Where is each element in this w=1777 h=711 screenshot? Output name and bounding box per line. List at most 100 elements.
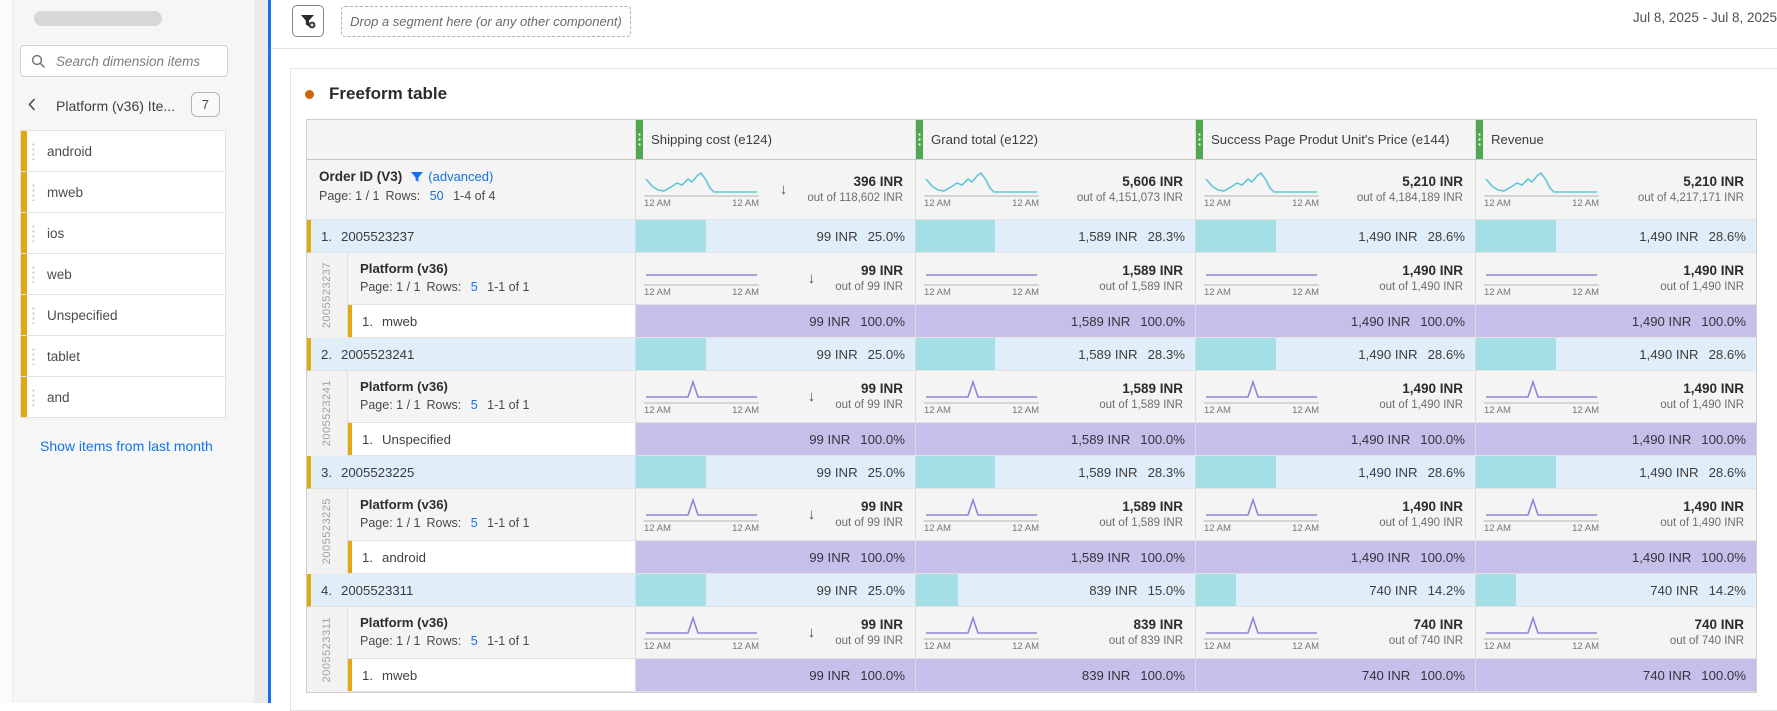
breakdown-metric-cell[interactable]: 1,490 INR 100.0%	[1196, 541, 1476, 573]
order-metric-cell[interactable]: 1,490 INR 28.6%	[1476, 456, 1756, 488]
drag-handle-icon[interactable]	[32, 224, 35, 242]
drag-handle-icon[interactable]	[32, 183, 35, 201]
panel-divider-accent[interactable]	[268, 0, 271, 703]
metric-summary-cell[interactable]: 12 AM 12 AM 1,490 INR out of 1,490 INR	[1196, 371, 1476, 422]
metric-summary-cell[interactable]: 12 AM 12 AM 839 INR out of 839 INR	[916, 607, 1196, 658]
drag-handle-icon[interactable]	[32, 142, 35, 160]
metric-summary-cell[interactable]: 12 AM 12 AM 740 INR out of 740 INR	[1476, 607, 1756, 658]
metric-summary-cell[interactable]: 12 AM 12 AM 1,490 INR out of 1,490 INR	[1476, 489, 1756, 540]
order-row[interactable]: 1. 2005523237 99 INR 25.0% 1,589 INR 28.…	[307, 220, 1756, 253]
order-metric-cell[interactable]: 740 INR 14.2%	[1196, 574, 1476, 606]
order-label-cell[interactable]: 1. 2005523237	[311, 220, 636, 252]
order-metric-cell[interactable]: 99 INR 25.0%	[636, 338, 916, 370]
order-metric-cell[interactable]: 740 INR 14.2%	[1476, 574, 1756, 606]
breakdown-metric-cell[interactable]: 839 INR 100.0%	[916, 659, 1196, 691]
advanced-filter-link[interactable]: (advanced)	[428, 169, 494, 184]
metric-summary-cell[interactable]: 12 AM 12 AM 1,490 INR out of 1,490 INR	[1196, 253, 1476, 304]
breakdown-metric-cell[interactable]: 1,490 INR 100.0%	[1476, 541, 1756, 573]
breakdown-item-row[interactable]: 1. Unspecified 99 INR 100.0% 1,589 INR 1…	[307, 423, 1756, 456]
order-metric-cell[interactable]: 1,490 INR 28.6%	[1196, 338, 1476, 370]
drag-handle-icon[interactable]	[32, 347, 35, 365]
drag-handle-icon[interactable]	[32, 265, 35, 283]
metric-column-header[interactable]: Revenue	[1476, 120, 1756, 159]
order-row[interactable]: 4. 2005523311 99 INR 25.0% 839 INR 15.0%…	[307, 574, 1756, 607]
rows-per-page-link[interactable]: 5	[470, 634, 478, 648]
breakdown-item-row[interactable]: 1. android 99 INR 100.0% 1,589 INR 100.0…	[307, 541, 1756, 574]
search-input[interactable]	[54, 52, 227, 70]
column-drag-handle[interactable]	[1476, 120, 1483, 159]
metric-summary-cell[interactable]: 12 AM 12 AM ↓ 99 INR out of 99 INR	[636, 607, 916, 658]
breakdown-item-row[interactable]: 1. mweb 99 INR 100.0% 839 INR 100.0% 740…	[307, 659, 1756, 692]
sidebar-dimension-item[interactable]: mweb	[20, 172, 226, 213]
order-metric-cell[interactable]: 1,589 INR 28.3%	[916, 220, 1196, 252]
order-metric-cell[interactable]: 1,490 INR 28.6%	[1476, 220, 1756, 252]
sidebar-dimension-item[interactable]: ios	[20, 213, 226, 254]
breakdown-metric-cell[interactable]: 740 INR 100.0%	[1476, 659, 1756, 691]
sort-descending-icon[interactable]: ↓	[807, 387, 816, 405]
metric-summary-cell[interactable]: 12 AM 12 AM 1,490 INR out of 1,490 INR	[1476, 253, 1756, 304]
sort-descending-icon[interactable]: ↓	[807, 269, 816, 287]
show-items-link[interactable]: Show items from last month	[40, 438, 213, 454]
breakdown-metric-cell[interactable]: 99 INR 100.0%	[636, 541, 916, 573]
rows-per-page-link[interactable]: 5	[470, 516, 478, 530]
sort-descending-icon[interactable]: ↓	[807, 505, 816, 523]
metric-summary-cell[interactable]: 12 AM 12 AM ↓ 396 INR out of 118,602 INR	[636, 160, 916, 219]
breakdown-metric-cell[interactable]: 99 INR 100.0%	[636, 305, 916, 337]
breakdown-metric-cell[interactable]: 99 INR 100.0%	[636, 659, 916, 691]
breakdown-metric-cell[interactable]: 1,589 INR 100.0%	[916, 423, 1196, 455]
metric-summary-cell[interactable]: 12 AM 12 AM 5,606 INR out of 4,151,073 IN…	[916, 160, 1196, 219]
sidebar-dimension-item[interactable]: tablet	[20, 336, 226, 377]
sidebar-dimension-item[interactable]: web	[20, 254, 226, 295]
breakdown-metric-cell[interactable]: 1,490 INR 100.0%	[1196, 423, 1476, 455]
breakdown-item-label-cell[interactable]: 1. mweb	[307, 305, 636, 337]
metric-summary-cell[interactable]: 12 AM 12 AM ↓ 99 INR out of 99 INR	[636, 371, 916, 422]
order-metric-cell[interactable]: 1,589 INR 28.3%	[916, 456, 1196, 488]
column-drag-handle[interactable]	[1196, 120, 1203, 159]
metric-summary-cell[interactable]: 12 AM 12 AM 5,210 INR out of 4,217,171 IN…	[1476, 160, 1756, 219]
metric-summary-cell[interactable]: 12 AM 12 AM 740 INR out of 740 INR	[1196, 607, 1476, 658]
metric-column-header[interactable]: Grand total (e122)	[916, 120, 1196, 159]
order-metric-cell[interactable]: 99 INR 25.0%	[636, 574, 916, 606]
breakdown-metric-cell[interactable]: 1,490 INR 100.0%	[1476, 305, 1756, 337]
order-label-cell[interactable]: 2. 2005523241	[311, 338, 636, 370]
sidebar-dimension-item[interactable]: android	[20, 131, 226, 172]
breakdown-item-label-cell[interactable]: 1. Unspecified	[307, 423, 636, 455]
order-metric-cell[interactable]: 1,490 INR 28.6%	[1476, 338, 1756, 370]
metric-summary-cell[interactable]: 12 AM 12 AM 1,490 INR out of 1,490 INR	[1476, 371, 1756, 422]
order-metric-cell[interactable]: 1,490 INR 28.6%	[1196, 456, 1476, 488]
breakdown-metric-cell[interactable]: 1,490 INR 100.0%	[1476, 423, 1756, 455]
order-metric-cell[interactable]: 99 INR 25.0%	[636, 220, 916, 252]
breakdown-item-label-cell[interactable]: 1. android	[307, 541, 636, 573]
rows-per-page-link[interactable]: 5	[470, 398, 478, 412]
metric-column-header[interactable]: Success Page Produt Unit's Price (e144)	[1196, 120, 1476, 159]
column-drag-handle[interactable]	[916, 120, 923, 159]
back-chevron-icon[interactable]	[28, 98, 36, 111]
column-drag-handle[interactable]	[636, 120, 643, 159]
order-row[interactable]: 2. 2005523241 99 INR 25.0% 1,589 INR 28.…	[307, 338, 1756, 371]
order-metric-cell[interactable]: 99 INR 25.0%	[636, 456, 916, 488]
rows-per-page-link[interactable]: 50	[429, 189, 444, 203]
order-label-cell[interactable]: 4. 2005523311	[311, 574, 636, 606]
breakdown-item-label-cell[interactable]: 1. mweb	[307, 659, 636, 691]
segment-filter-button[interactable]	[292, 5, 324, 37]
metric-summary-cell[interactable]: 12 AM 12 AM ↓ 99 INR out of 99 INR	[636, 489, 916, 540]
metric-summary-cell[interactable]: 12 AM 12 AM 1,490 INR out of 1,490 INR	[1196, 489, 1476, 540]
order-metric-cell[interactable]: 1,490 INR 28.6%	[1196, 220, 1476, 252]
metric-summary-cell[interactable]: 12 AM 12 AM 1,589 INR out of 1,589 INR	[916, 253, 1196, 304]
metric-summary-cell[interactable]: 12 AM 12 AM 5,210 INR out of 4,184,189 IN…	[1196, 160, 1476, 219]
dimension-search[interactable]	[20, 45, 228, 77]
filter-funnel-icon[interactable]	[410, 170, 424, 184]
order-row[interactable]: 3. 2005523225 99 INR 25.0% 1,589 INR 28.…	[307, 456, 1756, 489]
sort-descending-icon[interactable]: ↓	[779, 180, 788, 198]
breakdown-metric-cell[interactable]: 99 INR 100.0%	[636, 423, 916, 455]
order-metric-cell[interactable]: 839 INR 15.0%	[916, 574, 1196, 606]
order-label-cell[interactable]: 3. 2005523225	[311, 456, 636, 488]
metric-summary-cell[interactable]: 12 AM 12 AM 1,589 INR out of 1,589 INR	[916, 489, 1196, 540]
sidebar-dimension-item[interactable]: and	[20, 377, 226, 418]
metric-summary-cell[interactable]: 12 AM 12 AM ↓ 99 INR out of 99 INR	[636, 253, 916, 304]
metric-summary-cell[interactable]: 12 AM 12 AM 1,589 INR out of 1,589 INR	[916, 371, 1196, 422]
metric-column-header[interactable]: Shipping cost (e124)	[636, 120, 916, 159]
breakdown-metric-cell[interactable]: 1,490 INR 100.0%	[1196, 305, 1476, 337]
date-range[interactable]: Jul 8, 2025 - Jul 8, 2025	[1632, 10, 1777, 25]
breakdown-item-row[interactable]: 1. mweb 99 INR 100.0% 1,589 INR 100.0% 1…	[307, 305, 1756, 338]
